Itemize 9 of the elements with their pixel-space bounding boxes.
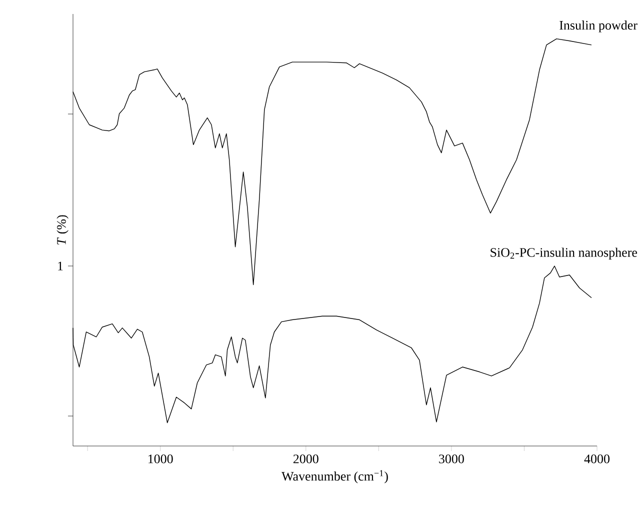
x-tick-label: 3000 [439,454,464,464]
series-label: SiO$_{2}$-PC-insulin nanosphere [490,248,638,260]
series-label: Insulin powder [560,20,638,32]
x-tick-label: 1000 [148,454,173,464]
text: 1 [58,262,63,270]
y-axis-title: T (%) [56,215,68,245]
x-tick-label: 4000 [584,454,610,464]
x-axis-title: Wavenumber (cm$^{−1}$) [282,470,388,484]
x-tick-label: 2000 [293,454,318,464]
